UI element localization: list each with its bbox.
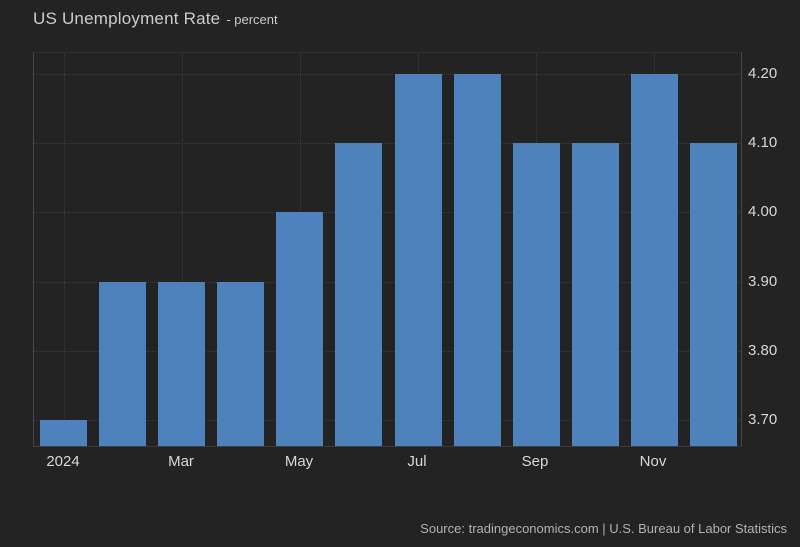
bar: [335, 143, 382, 446]
x-axis-tick-label: Jul: [407, 453, 427, 470]
source-credit: Source: tradingeconomics.com | U.S. Bure…: [420, 521, 787, 536]
chart-subtitle: - percent: [226, 12, 278, 27]
x-axis-tick-label: May: [284, 453, 314, 470]
y-axis-tick-label: 3.80: [748, 342, 778, 359]
bar: [572, 143, 619, 446]
plot-area: [33, 52, 742, 447]
bar: [513, 143, 560, 446]
gridline-horizontal: [34, 420, 741, 421]
bar: [276, 212, 323, 446]
gridline-vertical: [64, 53, 65, 446]
bar: [454, 74, 501, 446]
gridline-horizontal: [34, 212, 741, 213]
x-axis-tick-label: Sep: [521, 453, 549, 470]
bar: [631, 74, 678, 446]
y-axis-tick-label: 4.00: [748, 203, 778, 220]
bar: [40, 420, 87, 446]
bar: [99, 282, 146, 446]
bar: [690, 143, 737, 446]
bar: [217, 282, 264, 446]
x-axis-tick-label: 2024: [46, 453, 80, 470]
bar: [395, 74, 442, 446]
x-axis-tick-label: Mar: [168, 453, 194, 470]
chart-header: US Unemployment Rate - percent: [33, 9, 278, 29]
gridline-horizontal: [34, 282, 741, 283]
bar: [158, 282, 205, 446]
y-axis-tick-label: 4.10: [748, 134, 778, 151]
y-axis-tick-label: 3.90: [748, 273, 778, 290]
y-axis-tick-label: 3.70: [748, 411, 778, 428]
x-axis-tick-label: Nov: [639, 453, 667, 470]
y-axis-tick-label: 4.20: [748, 65, 778, 82]
gridline-horizontal: [34, 74, 741, 75]
gridline-horizontal: [34, 143, 741, 144]
chart-title: US Unemployment Rate: [33, 9, 221, 28]
gridline-vertical: [182, 53, 183, 446]
gridline-horizontal: [34, 351, 741, 352]
